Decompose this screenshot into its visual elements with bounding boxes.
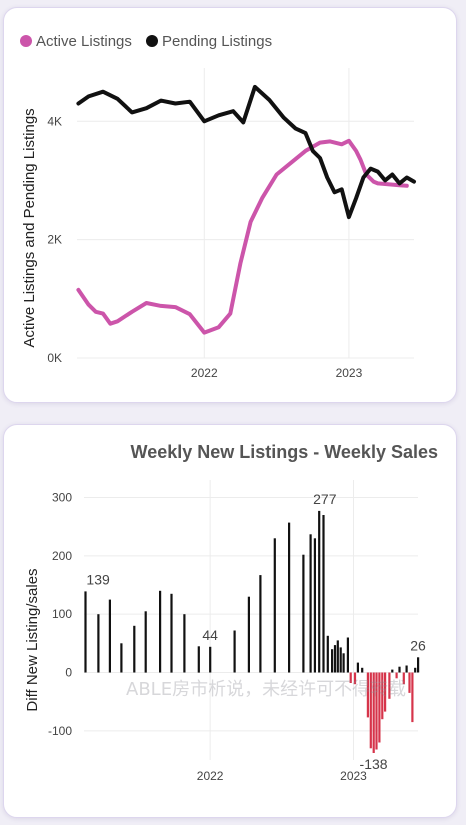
- bar: [414, 667, 417, 673]
- data-label: -138: [360, 756, 388, 772]
- y-axis-title: Active Listings and Pending Listings: [21, 108, 38, 347]
- data-label: 26: [410, 637, 426, 653]
- bar: [384, 672, 387, 712]
- bar: [120, 643, 123, 673]
- legend-marker: [20, 35, 32, 47]
- bar: [369, 672, 372, 749]
- bar: [247, 596, 250, 673]
- y-tick-label: 2K: [47, 233, 62, 247]
- bar: [259, 575, 262, 673]
- bar: [366, 672, 369, 718]
- legend-label: Active Listings: [36, 33, 132, 50]
- weekly-diff-chart-card: Weekly New Listings - Weekly Sales 2022 20…: [3, 424, 457, 818]
- bar: [209, 646, 212, 673]
- data-label: 44: [202, 627, 218, 643]
- legend-marker: [146, 35, 158, 47]
- y-tick-label: 300: [52, 491, 72, 505]
- bar: [333, 645, 337, 673]
- x-tick-label: 2022: [191, 366, 218, 380]
- watermark-text: ABLE房市析说，未经许可不得转载: [126, 679, 407, 700]
- bar: [331, 649, 334, 673]
- bar: [197, 646, 200, 673]
- bar: [388, 672, 391, 699]
- bar: [411, 672, 414, 723]
- bar: [108, 599, 111, 673]
- bar: [170, 593, 173, 673]
- bar: [402, 672, 405, 685]
- bar: [353, 672, 357, 685]
- bar: [97, 614, 100, 673]
- bar: [144, 611, 147, 673]
- y-tick-label: 100: [52, 607, 72, 621]
- bar: [417, 657, 420, 673]
- bar: [133, 625, 136, 673]
- bar: [302, 554, 305, 673]
- series-line-pending: [76, 84, 416, 220]
- bar: [233, 630, 236, 673]
- bar: [356, 662, 359, 673]
- bar: [309, 534, 312, 673]
- weekly-diff-chart: Weekly New Listings - Weekly Sales 2022 20…: [24, 442, 438, 783]
- y-tick-label: 4K: [47, 114, 62, 128]
- bar: [326, 635, 329, 673]
- series-line-active: [76, 138, 409, 335]
- bar: [346, 637, 349, 673]
- bar: [361, 667, 364, 673]
- listings-chart-card: 2022 2023 0K 2K 4K Active Listings and Pendin…: [3, 7, 457, 403]
- bar: [318, 510, 321, 673]
- bar: [405, 665, 408, 673]
- data-label: 139: [86, 571, 110, 587]
- data-label: 277: [313, 491, 337, 507]
- y-tick-label: 0: [65, 666, 72, 680]
- bar: [375, 672, 378, 750]
- bar: [183, 614, 186, 673]
- x-tick-label: 2023: [340, 769, 367, 783]
- bar: [349, 672, 352, 683]
- bar: [408, 672, 411, 693]
- y-tick-label: 200: [52, 549, 72, 563]
- bar: [159, 590, 162, 673]
- bar: [391, 669, 394, 673]
- bar: [342, 653, 345, 673]
- bar: [273, 538, 276, 673]
- bar: [322, 515, 325, 673]
- bar: [288, 522, 291, 673]
- bar: [84, 591, 87, 673]
- x-tick-label: 2022: [197, 769, 224, 783]
- bar: [398, 666, 401, 673]
- y-tick-label: 0K: [47, 351, 62, 365]
- bar: [381, 672, 384, 720]
- bar: [336, 640, 339, 673]
- legend-label: Pending Listings: [162, 33, 272, 50]
- bar: [339, 647, 342, 673]
- chart-title: Weekly New Listings - Weekly Sales: [131, 442, 438, 462]
- bar: [395, 672, 398, 679]
- y-tick-label: -100: [48, 724, 72, 738]
- bar: [313, 538, 316, 673]
- bar: [378, 672, 381, 743]
- bar: [372, 672, 375, 753]
- active-pending-chart: 2022 2023 0K 2K 4K Active Listings and Pendin…: [20, 33, 416, 380]
- y-axis-title: Diff New Listing/sales: [24, 568, 41, 711]
- x-tick-label: 2023: [336, 366, 363, 380]
